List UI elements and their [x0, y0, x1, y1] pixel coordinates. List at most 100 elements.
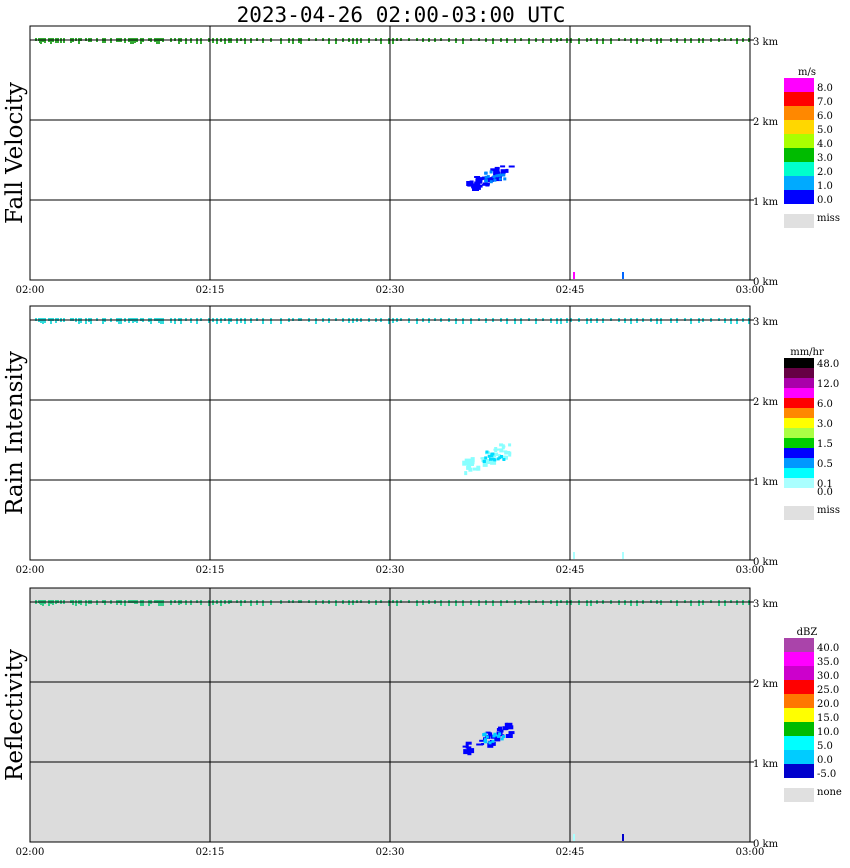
- legend-label: 0.0: [817, 755, 833, 766]
- echo-cell: [463, 749, 469, 755]
- echo-cell: [472, 186, 479, 191]
- echo-cell: [475, 177, 481, 180]
- echo-core-cell: [491, 452, 495, 456]
- echo-cell: [467, 464, 474, 466]
- top-band-cell: [216, 38, 218, 44]
- echo-core-cell: [502, 173, 506, 177]
- top-band-cell: [690, 600, 692, 606]
- top-band-cell: [492, 38, 494, 44]
- echo-cell: [493, 448, 499, 451]
- top-band-cell: [698, 600, 700, 606]
- echo-core-cell: [492, 734, 496, 738]
- echo-cell: [622, 552, 624, 559]
- top-band-cell: [162, 318, 164, 324]
- top-band-cell: [50, 38, 52, 44]
- legend-miss-swatch: [784, 788, 814, 802]
- echo-core-cell: [498, 732, 502, 736]
- top-band-cell: [300, 38, 302, 44]
- echo-cell: [499, 448, 504, 453]
- legend-swatch: [784, 638, 814, 652]
- echo-cell: [464, 458, 472, 462]
- legend-label: 25.0: [817, 685, 839, 696]
- top-band-cell: [335, 38, 337, 44]
- echo-cell: [467, 746, 470, 752]
- legend-label: 8.0: [817, 83, 833, 94]
- top-band-cell: [130, 38, 132, 44]
- y-tick-label: 1 km: [753, 759, 779, 770]
- top-band-cell: [586, 318, 588, 324]
- echo-core-cell: [486, 175, 490, 179]
- echo-cell: [622, 834, 624, 841]
- legend-swatch: [784, 378, 814, 388]
- x-tick-label: 02:45: [556, 565, 585, 576]
- echo-cell: [501, 455, 507, 459]
- echo-core-cell: [498, 177, 502, 181]
- legend-swatch: [784, 468, 814, 478]
- plot-frame: [29, 587, 751, 843]
- top-band-cell: [388, 38, 390, 44]
- echo-cell: [465, 461, 470, 464]
- y-tick-label: 0 km: [753, 277, 779, 288]
- top-band-cell: [388, 600, 390, 606]
- top-band-cell: [228, 318, 230, 324]
- top-band-cell: [718, 600, 720, 606]
- echo-core-cell: [497, 173, 501, 177]
- top-band-cell: [42, 600, 44, 606]
- legend-miss-swatch: [784, 214, 814, 228]
- top-band-cell: [132, 38, 134, 44]
- echo-cell: [491, 176, 495, 181]
- legend-swatch: [784, 438, 814, 448]
- legend-swatch: [784, 190, 814, 204]
- top-band-cell: [676, 600, 678, 606]
- panel-reflectivity: 0 km 1 km 2 km 3 km 02:00 02:15 02:30 02:45 03:0…: [2, 587, 842, 858]
- echo-core-cell: [496, 457, 500, 461]
- y-axis-label: Fall Velocity: [2, 82, 28, 224]
- top-band-cell: [40, 38, 42, 44]
- y-tick-label: 2 km: [753, 397, 779, 408]
- top-band-cell: [416, 600, 418, 606]
- legend-label: 5.0: [817, 125, 833, 136]
- echo-cell: [481, 457, 485, 463]
- legend-unit: mm/hr: [790, 347, 824, 358]
- top-band-cell: [50, 318, 52, 324]
- echo-cell: [490, 179, 495, 181]
- echo-core-cell: [485, 735, 489, 739]
- echo-cell: [471, 183, 478, 189]
- echo-core-cell: [484, 175, 488, 179]
- top-band-cell: [596, 38, 598, 44]
- y-tick-label: 2 km: [753, 117, 779, 128]
- legend-swatch: [784, 694, 814, 708]
- top-band-cell: [578, 38, 580, 44]
- top-band-cell: [158, 600, 160, 606]
- legend-swatch: [784, 458, 814, 468]
- top-band-cell: [292, 38, 294, 44]
- top-band-cell: [280, 318, 282, 324]
- echo-cell: [479, 739, 487, 742]
- top-band-cell: [602, 38, 604, 44]
- echo-cell: [482, 461, 488, 467]
- legend-swatch: [784, 666, 814, 680]
- echo-cell: [472, 467, 479, 471]
- echo-cell: [475, 178, 483, 184]
- top-band-cell: [462, 600, 464, 606]
- legend-swatch: [784, 92, 814, 106]
- legend-swatch: [784, 398, 814, 408]
- legend-zero-label: 0.0: [817, 487, 833, 498]
- x-tick-label: 03:00: [736, 285, 765, 296]
- top-band-cell: [78, 38, 80, 44]
- legend-swatch: [784, 358, 814, 368]
- y-tick-label: 3 km: [753, 599, 779, 610]
- echo-core-cell: [484, 179, 488, 183]
- echo-core-cell: [487, 454, 491, 458]
- echo-cell: [573, 272, 575, 279]
- top-band-cell: [656, 318, 658, 324]
- legend-label: 48.0: [817, 359, 839, 370]
- echo-core-cell: [484, 740, 488, 744]
- legend-label: 30.0: [817, 671, 839, 682]
- top-band-cell: [724, 600, 726, 606]
- x-tick-label: 02:45: [556, 847, 585, 858]
- top-band-cell: [656, 38, 658, 44]
- echo-cell: [500, 169, 506, 175]
- echo-cell: [622, 272, 624, 279]
- top-band-cell: [142, 600, 144, 606]
